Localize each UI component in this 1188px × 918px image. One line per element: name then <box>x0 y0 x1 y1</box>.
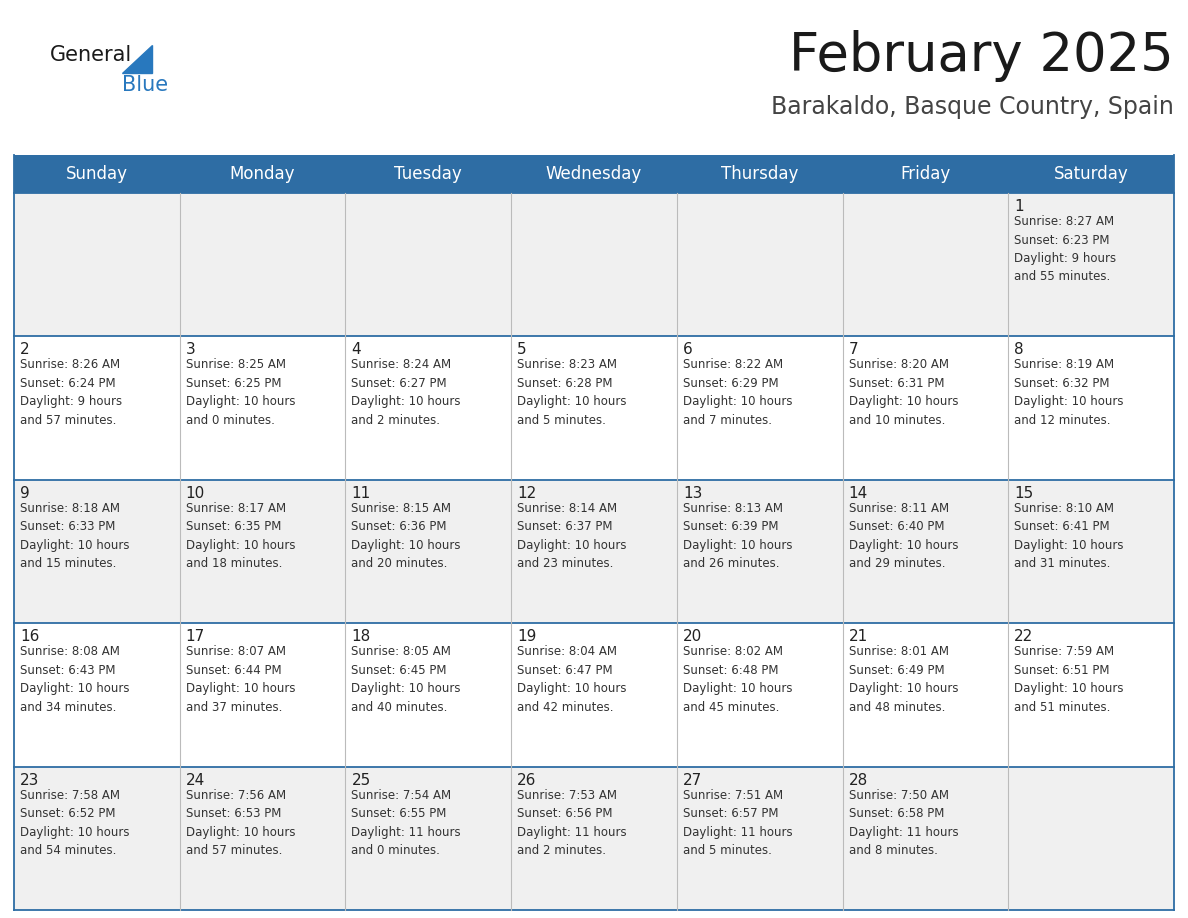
Text: 25: 25 <box>352 773 371 788</box>
Text: Blue: Blue <box>122 75 169 95</box>
Text: Sunrise: 8:11 AM
Sunset: 6:40 PM
Daylight: 10 hours
and 29 minutes.: Sunrise: 8:11 AM Sunset: 6:40 PM Dayligh… <box>848 502 958 570</box>
Text: 7: 7 <box>848 342 858 357</box>
Bar <box>842 155 1009 193</box>
Text: Sunrise: 8:04 AM
Sunset: 6:47 PM
Daylight: 10 hours
and 42 minutes.: Sunrise: 8:04 AM Sunset: 6:47 PM Dayligh… <box>517 645 626 713</box>
Text: General: General <box>50 45 132 65</box>
Text: 2: 2 <box>20 342 30 357</box>
Text: 21: 21 <box>848 629 867 644</box>
Text: Sunrise: 8:07 AM
Sunset: 6:44 PM
Daylight: 10 hours
and 37 minutes.: Sunrise: 8:07 AM Sunset: 6:44 PM Dayligh… <box>185 645 295 713</box>
Text: 14: 14 <box>848 486 867 501</box>
Text: Sunrise: 7:56 AM
Sunset: 6:53 PM
Daylight: 10 hours
and 57 minutes.: Sunrise: 7:56 AM Sunset: 6:53 PM Dayligh… <box>185 789 295 857</box>
Bar <box>677 155 842 193</box>
Text: Sunrise: 8:26 AM
Sunset: 6:24 PM
Daylight: 9 hours
and 57 minutes.: Sunrise: 8:26 AM Sunset: 6:24 PM Dayligh… <box>20 358 122 427</box>
Text: Sunrise: 8:13 AM
Sunset: 6:39 PM
Daylight: 10 hours
and 26 minutes.: Sunrise: 8:13 AM Sunset: 6:39 PM Dayligh… <box>683 502 792 570</box>
Text: 1: 1 <box>1015 199 1024 214</box>
Text: Sunrise: 8:01 AM
Sunset: 6:49 PM
Daylight: 10 hours
and 48 minutes.: Sunrise: 8:01 AM Sunset: 6:49 PM Dayligh… <box>848 645 958 713</box>
Text: Tuesday: Tuesday <box>394 165 462 183</box>
Text: 10: 10 <box>185 486 206 501</box>
Bar <box>14 480 1174 623</box>
Text: Sunrise: 8:18 AM
Sunset: 6:33 PM
Daylight: 10 hours
and 15 minutes.: Sunrise: 8:18 AM Sunset: 6:33 PM Dayligh… <box>20 502 129 570</box>
Text: 11: 11 <box>352 486 371 501</box>
Text: 5: 5 <box>517 342 526 357</box>
Bar <box>14 336 1174 480</box>
Text: 28: 28 <box>848 773 867 788</box>
Text: 16: 16 <box>20 629 39 644</box>
Text: Barakaldo, Basque Country, Spain: Barakaldo, Basque Country, Spain <box>771 95 1174 119</box>
Text: 22: 22 <box>1015 629 1034 644</box>
Text: 23: 23 <box>20 773 39 788</box>
Bar <box>14 623 1174 767</box>
Text: Sunrise: 8:15 AM
Sunset: 6:36 PM
Daylight: 10 hours
and 20 minutes.: Sunrise: 8:15 AM Sunset: 6:36 PM Dayligh… <box>352 502 461 570</box>
Text: Sunrise: 8:23 AM
Sunset: 6:28 PM
Daylight: 10 hours
and 5 minutes.: Sunrise: 8:23 AM Sunset: 6:28 PM Dayligh… <box>517 358 626 427</box>
Polygon shape <box>122 45 152 73</box>
Text: Sunrise: 7:51 AM
Sunset: 6:57 PM
Daylight: 11 hours
and 5 minutes.: Sunrise: 7:51 AM Sunset: 6:57 PM Dayligh… <box>683 789 792 857</box>
Text: 27: 27 <box>683 773 702 788</box>
Bar <box>14 193 1174 336</box>
Text: 20: 20 <box>683 629 702 644</box>
Text: 13: 13 <box>683 486 702 501</box>
Text: 12: 12 <box>517 486 537 501</box>
Text: February 2025: February 2025 <box>789 30 1174 82</box>
Text: 18: 18 <box>352 629 371 644</box>
Bar <box>14 155 179 193</box>
Text: Sunday: Sunday <box>65 165 128 183</box>
Text: Sunrise: 7:50 AM
Sunset: 6:58 PM
Daylight: 11 hours
and 8 minutes.: Sunrise: 7:50 AM Sunset: 6:58 PM Dayligh… <box>848 789 959 857</box>
Text: 26: 26 <box>517 773 537 788</box>
Text: Sunrise: 8:02 AM
Sunset: 6:48 PM
Daylight: 10 hours
and 45 minutes.: Sunrise: 8:02 AM Sunset: 6:48 PM Dayligh… <box>683 645 792 713</box>
Text: 3: 3 <box>185 342 196 357</box>
Text: 19: 19 <box>517 629 537 644</box>
Text: Sunrise: 8:10 AM
Sunset: 6:41 PM
Daylight: 10 hours
and 31 minutes.: Sunrise: 8:10 AM Sunset: 6:41 PM Dayligh… <box>1015 502 1124 570</box>
Text: 8: 8 <box>1015 342 1024 357</box>
Text: Sunrise: 8:25 AM
Sunset: 6:25 PM
Daylight: 10 hours
and 0 minutes.: Sunrise: 8:25 AM Sunset: 6:25 PM Dayligh… <box>185 358 295 427</box>
Text: Saturday: Saturday <box>1054 165 1129 183</box>
Text: 17: 17 <box>185 629 206 644</box>
Text: Sunrise: 8:24 AM
Sunset: 6:27 PM
Daylight: 10 hours
and 2 minutes.: Sunrise: 8:24 AM Sunset: 6:27 PM Dayligh… <box>352 358 461 427</box>
Text: 15: 15 <box>1015 486 1034 501</box>
Text: Sunrise: 8:20 AM
Sunset: 6:31 PM
Daylight: 10 hours
and 10 minutes.: Sunrise: 8:20 AM Sunset: 6:31 PM Dayligh… <box>848 358 958 427</box>
Text: Sunrise: 8:14 AM
Sunset: 6:37 PM
Daylight: 10 hours
and 23 minutes.: Sunrise: 8:14 AM Sunset: 6:37 PM Dayligh… <box>517 502 626 570</box>
Text: Thursday: Thursday <box>721 165 798 183</box>
Text: Sunrise: 8:19 AM
Sunset: 6:32 PM
Daylight: 10 hours
and 12 minutes.: Sunrise: 8:19 AM Sunset: 6:32 PM Dayligh… <box>1015 358 1124 427</box>
Bar <box>346 155 511 193</box>
Text: Friday: Friday <box>901 165 950 183</box>
Text: Sunrise: 8:17 AM
Sunset: 6:35 PM
Daylight: 10 hours
and 18 minutes.: Sunrise: 8:17 AM Sunset: 6:35 PM Dayligh… <box>185 502 295 570</box>
Text: Monday: Monday <box>229 165 296 183</box>
Text: 24: 24 <box>185 773 206 788</box>
Text: Sunrise: 7:54 AM
Sunset: 6:55 PM
Daylight: 11 hours
and 0 minutes.: Sunrise: 7:54 AM Sunset: 6:55 PM Dayligh… <box>352 789 461 857</box>
Bar <box>14 767 1174 910</box>
Text: Sunrise: 7:59 AM
Sunset: 6:51 PM
Daylight: 10 hours
and 51 minutes.: Sunrise: 7:59 AM Sunset: 6:51 PM Dayligh… <box>1015 645 1124 713</box>
Bar <box>179 155 346 193</box>
Text: 6: 6 <box>683 342 693 357</box>
Text: Wednesday: Wednesday <box>545 165 643 183</box>
Text: Sunrise: 8:22 AM
Sunset: 6:29 PM
Daylight: 10 hours
and 7 minutes.: Sunrise: 8:22 AM Sunset: 6:29 PM Dayligh… <box>683 358 792 427</box>
Bar <box>511 155 677 193</box>
Text: Sunrise: 8:05 AM
Sunset: 6:45 PM
Daylight: 10 hours
and 40 minutes.: Sunrise: 8:05 AM Sunset: 6:45 PM Dayligh… <box>352 645 461 713</box>
Text: Sunrise: 8:08 AM
Sunset: 6:43 PM
Daylight: 10 hours
and 34 minutes.: Sunrise: 8:08 AM Sunset: 6:43 PM Dayligh… <box>20 645 129 713</box>
Bar <box>1009 155 1174 193</box>
Text: 4: 4 <box>352 342 361 357</box>
Text: Sunrise: 8:27 AM
Sunset: 6:23 PM
Daylight: 9 hours
and 55 minutes.: Sunrise: 8:27 AM Sunset: 6:23 PM Dayligh… <box>1015 215 1117 284</box>
Text: 9: 9 <box>20 486 30 501</box>
Text: Sunrise: 7:58 AM
Sunset: 6:52 PM
Daylight: 10 hours
and 54 minutes.: Sunrise: 7:58 AM Sunset: 6:52 PM Dayligh… <box>20 789 129 857</box>
Text: Sunrise: 7:53 AM
Sunset: 6:56 PM
Daylight: 11 hours
and 2 minutes.: Sunrise: 7:53 AM Sunset: 6:56 PM Dayligh… <box>517 789 627 857</box>
